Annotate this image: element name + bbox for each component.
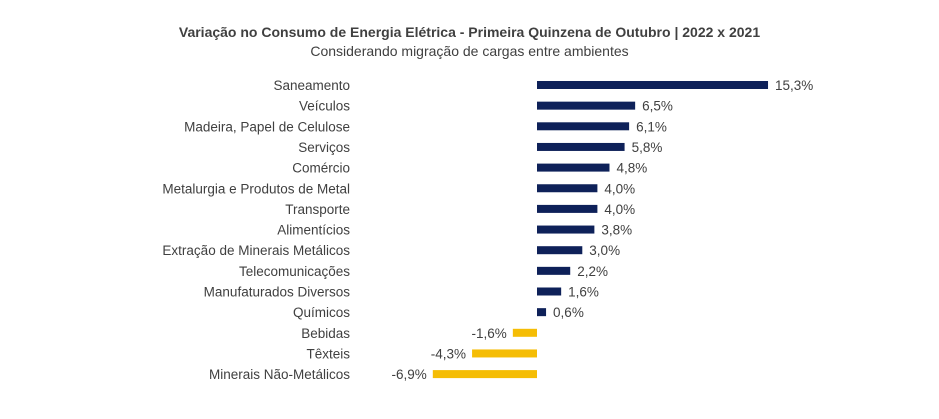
data-label: 2,2% — [577, 264, 608, 279]
category-label: Madeira, Papel de Celulose — [184, 119, 350, 134]
bar — [537, 287, 562, 296]
chart-subtitle: Considerando migração de cargas entre am… — [310, 43, 629, 59]
data-label: 5,8% — [632, 140, 663, 155]
category-label: Saneamento — [273, 78, 350, 93]
bar — [537, 204, 598, 213]
category-label: Transporte — [285, 202, 350, 217]
category-label: Manufaturados Diversos — [204, 285, 351, 300]
data-label: 6,5% — [642, 99, 673, 114]
bar — [472, 349, 537, 358]
data-label: 4,0% — [604, 181, 635, 196]
bar — [537, 101, 636, 110]
data-label: 4,8% — [616, 161, 647, 176]
data-label: 0,6% — [553, 305, 584, 320]
category-label: Químicos — [293, 305, 350, 320]
data-label: 3,0% — [589, 243, 620, 258]
bar — [537, 225, 595, 234]
data-label: -4,3% — [431, 346, 466, 361]
bar — [432, 370, 537, 379]
data-label: 15,3% — [775, 78, 813, 93]
category-label: Alimentícios — [277, 223, 350, 238]
data-label: 6,1% — [636, 119, 667, 134]
bar — [537, 142, 625, 151]
bar — [537, 122, 630, 131]
category-label: Comércio — [292, 161, 350, 176]
category-label: Bebidas — [301, 326, 350, 341]
category-label: Metalurgia e Produtos de Metal — [162, 181, 350, 196]
data-label: 3,8% — [601, 223, 632, 238]
bar — [537, 81, 769, 89]
category-label: Telecomunicações — [239, 264, 350, 279]
data-label: -6,9% — [392, 367, 427, 382]
bar — [537, 163, 610, 172]
data-label: 4,0% — [604, 202, 635, 217]
bar — [512, 328, 537, 337]
category-label: Extração de Minerais Metálicos — [162, 243, 350, 258]
category-label: Serviços — [298, 140, 350, 155]
category-label: Têxteis — [306, 346, 350, 361]
bar — [537, 266, 571, 275]
bar — [537, 308, 547, 317]
category-label: Veículos — [299, 99, 350, 114]
bar — [537, 246, 583, 255]
data-label: -1,6% — [472, 326, 507, 341]
category-label: Minerais Não-Metálicos — [209, 367, 350, 382]
bar — [537, 184, 598, 193]
chart-title: Variação no Consumo de Energia Elétrica … — [178, 24, 761, 40]
data-label: 1,6% — [568, 285, 599, 300]
